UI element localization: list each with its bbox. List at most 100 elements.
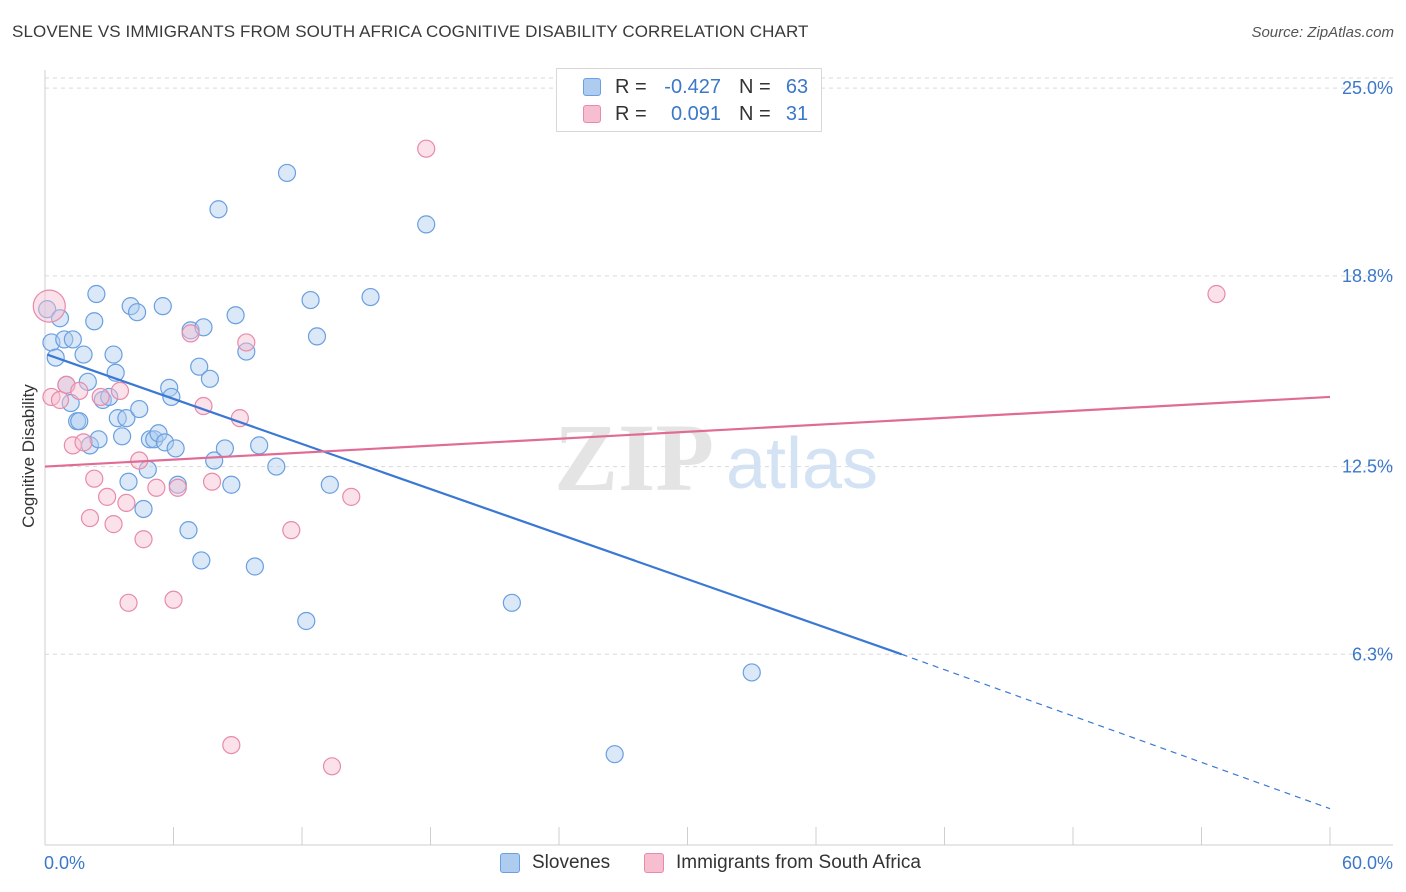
slovene-point bbox=[153, 297, 172, 316]
slovene-point bbox=[226, 306, 245, 325]
legend-row-slovenes: R = -0.427 N = 63 bbox=[583, 74, 817, 100]
slovene-point bbox=[200, 369, 220, 388]
x-tick-label-max: 60.0% bbox=[1342, 853, 1393, 873]
immigrant-point bbox=[322, 757, 342, 776]
immigrant-point bbox=[168, 478, 187, 497]
slovene-point bbox=[267, 457, 286, 476]
y-tick-label: 25.0% bbox=[1342, 78, 1393, 98]
slovene-point bbox=[179, 521, 198, 540]
immigrant-point bbox=[237, 333, 256, 352]
slovene-point bbox=[89, 430, 108, 449]
legend-item-label: Immigrants from South Africa bbox=[676, 852, 921, 873]
slovene-point bbox=[166, 439, 185, 458]
legend-n-value: 31 bbox=[785, 102, 809, 125]
slovene-point bbox=[301, 290, 320, 310]
legend-swatch-pink bbox=[644, 853, 664, 873]
legend-r-value: -0.427 bbox=[664, 75, 721, 98]
slovene-trend-extension bbox=[901, 653, 1331, 810]
slovene-point bbox=[277, 163, 297, 183]
immigrant-point bbox=[417, 139, 436, 158]
slovene-point bbox=[85, 312, 104, 331]
immigrant-point bbox=[282, 521, 301, 540]
slovene-point bbox=[70, 412, 89, 431]
slovene-point bbox=[134, 499, 153, 519]
legend-swatch-blue bbox=[583, 78, 601, 96]
immigrant-point bbox=[74, 433, 93, 452]
slovene-point bbox=[149, 424, 168, 443]
axis-layer: 6.3% 12.5% 18.8% 25.0% bbox=[44, 70, 1393, 846]
watermark-atlas: atlas bbox=[726, 424, 878, 504]
legend-swatch-pink bbox=[583, 105, 601, 123]
legend-n-label: N = bbox=[739, 75, 771, 98]
immigrant-point bbox=[1207, 284, 1226, 304]
y-axis-label: Cognitive Disability bbox=[19, 384, 38, 528]
x-tick-label-min: 0.0% bbox=[44, 853, 85, 873]
immigrant-point bbox=[32, 289, 66, 323]
slovene-point bbox=[250, 436, 269, 455]
immigrant-point bbox=[91, 387, 110, 407]
slovene-point bbox=[502, 593, 521, 612]
slovene-point bbox=[112, 427, 132, 446]
y-tick-label: 6.3% bbox=[1352, 644, 1393, 664]
slovene-point bbox=[320, 475, 339, 494]
slovene-point bbox=[215, 439, 234, 458]
legend-item-immigrants: Immigrants from South Africa bbox=[644, 852, 921, 874]
immigrant-point bbox=[202, 472, 222, 491]
immigrant-point bbox=[80, 508, 100, 528]
slovene-point bbox=[605, 745, 624, 764]
legend-n-label: N = bbox=[739, 102, 771, 125]
y-tick-label: 12.5% bbox=[1342, 457, 1393, 477]
slovene-point bbox=[361, 287, 380, 307]
chart-title: SLOVENE VS IMMIGRANTS FROM SOUTH AFRICA … bbox=[12, 22, 809, 41]
slovene-point bbox=[245, 557, 264, 576]
slovene-point bbox=[209, 200, 228, 219]
immigrant-point bbox=[85, 469, 104, 488]
slovene-point bbox=[222, 475, 241, 494]
immigrant-point bbox=[63, 436, 82, 455]
legend-r-value: 0.091 bbox=[670, 102, 721, 125]
y-tick-label: 18.8% bbox=[1342, 266, 1393, 286]
legend-swatch-blue bbox=[500, 853, 520, 873]
immigrant-point bbox=[110, 381, 130, 400]
slovene-point bbox=[119, 472, 138, 491]
slovene-point bbox=[417, 215, 436, 234]
immigrant-point bbox=[164, 590, 183, 609]
points-layer bbox=[32, 139, 1226, 776]
slovene-point bbox=[104, 345, 123, 364]
immigrant-point bbox=[147, 478, 166, 497]
slovene-point bbox=[117, 409, 136, 428]
immigrant-trend-line bbox=[44, 395, 1331, 468]
immigrant-point bbox=[98, 487, 117, 506]
slovene-point bbox=[307, 327, 327, 346]
legend-item-slovenes: Slovenes bbox=[500, 852, 610, 874]
immigrant-point bbox=[70, 381, 89, 400]
slovene-point bbox=[130, 399, 149, 419]
immigrant-point bbox=[134, 530, 153, 549]
legend-n-value: 63 bbox=[785, 75, 809, 98]
watermark-zip: ZIP bbox=[554, 404, 714, 511]
immigrant-point bbox=[181, 324, 200, 343]
immigrant-point bbox=[117, 493, 136, 513]
series-legend: Slovenes Immigrants from South Africa bbox=[0, 852, 1406, 878]
immigrant-point bbox=[104, 515, 123, 534]
chart-source: Source: ZipAtlas.com bbox=[1251, 24, 1394, 41]
immigrant-point bbox=[119, 593, 138, 612]
slovene-point bbox=[63, 330, 82, 349]
slovene-point bbox=[87, 284, 106, 304]
immigrant-point bbox=[50, 390, 70, 410]
legend-item-label: Slovenes bbox=[532, 852, 611, 873]
immigrant-point bbox=[222, 735, 241, 755]
trend-layer bbox=[44, 353, 1331, 810]
legend-r-label: R = bbox=[615, 75, 647, 98]
legend-row-immigrants: R = 0.091 N = 31 bbox=[583, 101, 817, 127]
slovene-point bbox=[190, 357, 209, 376]
slovene-trend-line bbox=[46, 353, 903, 656]
slovene-point bbox=[742, 663, 761, 682]
immigrant-point bbox=[342, 487, 361, 506]
slovene-point bbox=[192, 551, 211, 570]
slovene-point bbox=[127, 303, 147, 322]
correlation-legend: R = -0.427 N = 63 R = 0.091 N = 31 bbox=[556, 68, 822, 132]
slovene-point bbox=[162, 387, 181, 407]
slovene-point bbox=[74, 345, 93, 364]
